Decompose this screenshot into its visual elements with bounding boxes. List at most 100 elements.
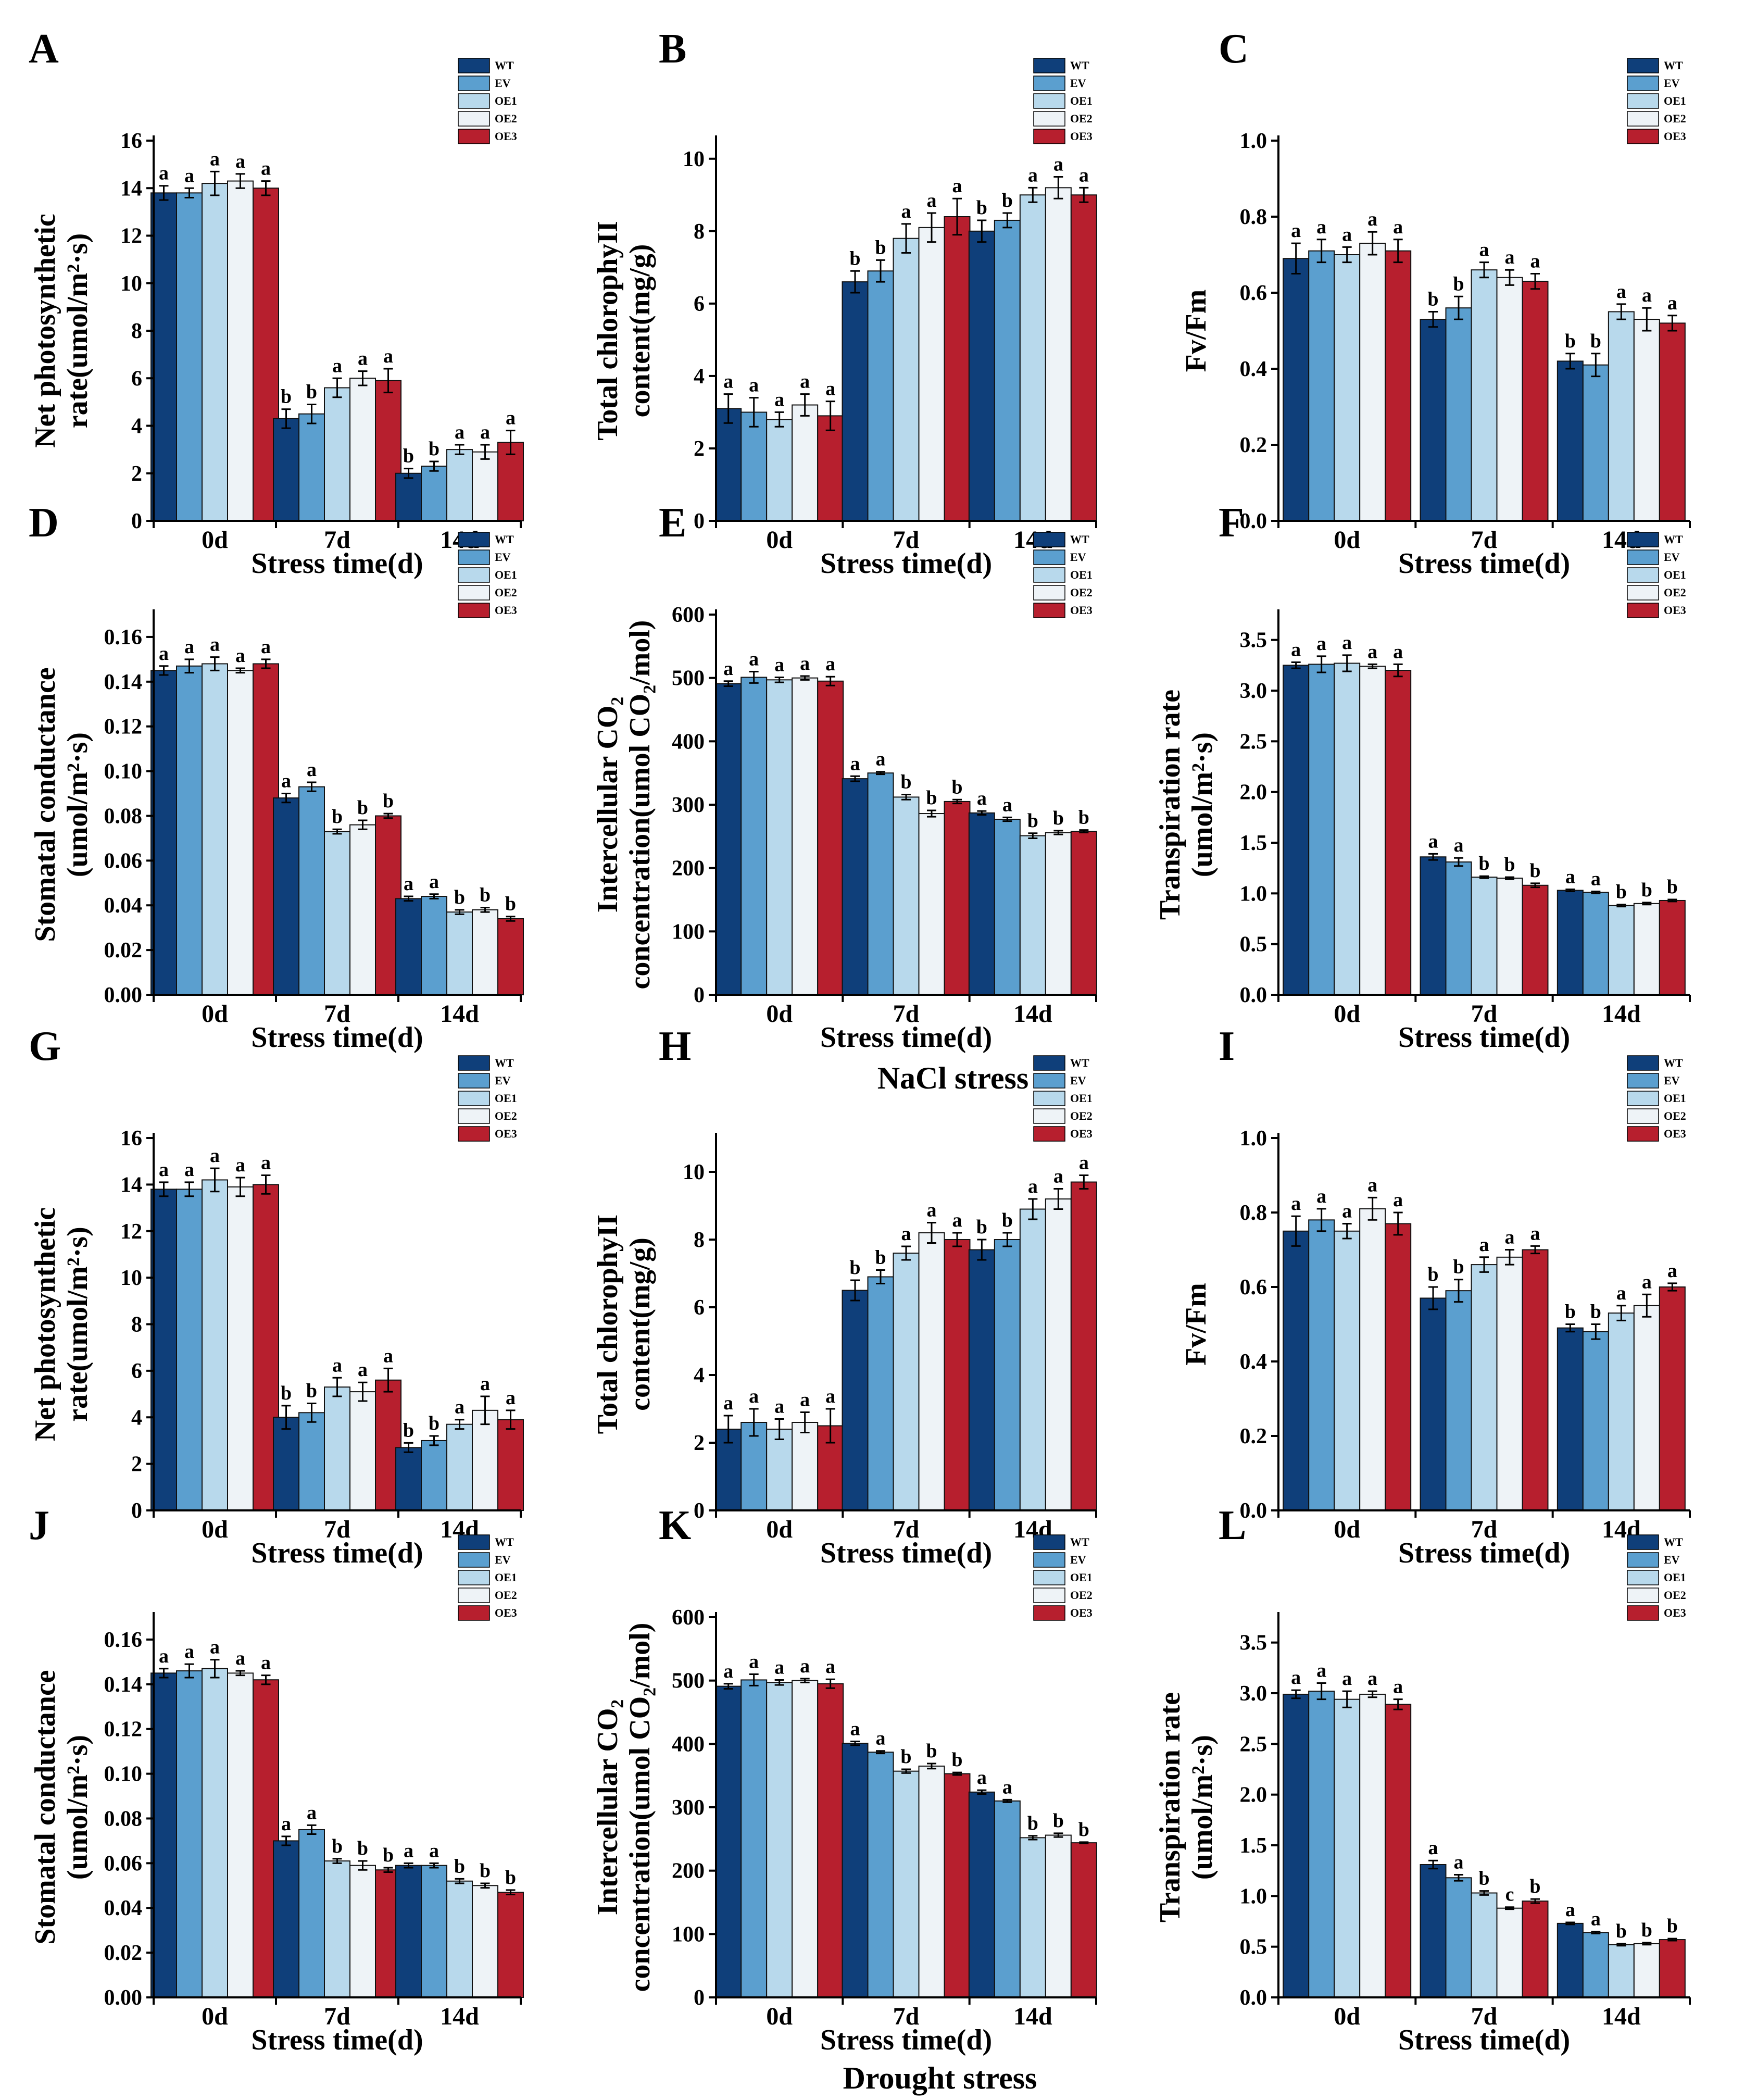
sig-letter-l-oe1-14d: b: [1616, 1920, 1627, 1942]
y-tick-label-d: 0.00: [104, 983, 143, 1007]
bar-j-oe1-0d: [202, 1668, 228, 1998]
error-bar-g-wt-0d: [159, 1181, 169, 1197]
y-axis-title-h-line2: content(mg/g): [624, 1238, 656, 1411]
error-bar-h-ev-7d: [876, 1269, 885, 1284]
bar-k-oe1-0d: [766, 1682, 793, 1998]
legend-swatch-f-wt: [1627, 532, 1659, 547]
sig-letter-g-oe2-14d: a: [480, 1373, 490, 1395]
x-axis-title-g: Stress time(d): [251, 1537, 423, 1569]
sig-letter-k-oe3-7d: b: [951, 1749, 962, 1771]
legend-label-a-oe3: OE3: [495, 130, 517, 143]
sig-letter-h-oe3-0d: a: [825, 1385, 835, 1407]
bar-b-ev-14d: [994, 219, 1021, 521]
error-bar-d-oe1-7d: [332, 828, 342, 835]
legend-label-i-ev: EV: [1664, 1074, 1680, 1087]
legend-label-i-wt: WT: [1664, 1056, 1683, 1069]
sig-letter-l-ev-7d: a: [1454, 1851, 1464, 1873]
bar-h-oe1-14d: [1019, 1208, 1046, 1511]
legend-label-f-ev: EV: [1664, 551, 1680, 564]
y-tick-label-c: 0.4: [1240, 357, 1267, 381]
error-bar-d-oe2-0d: [235, 667, 245, 674]
sig-letter-d-oe3-7d: b: [383, 790, 394, 812]
error-bar-e-ev-7d: [876, 771, 885, 776]
sig-letter-l-ev-14d: a: [1591, 1908, 1601, 1930]
bar-f-oe2-0d: [1359, 666, 1386, 995]
y-tick-label-k: 200: [672, 1859, 705, 1883]
legend-label-d-ev: EV: [495, 551, 511, 564]
y-tick-label-e: 200: [672, 857, 705, 881]
y-tick-label-h: 2: [694, 1431, 705, 1455]
error-bar-e-wt-7d: [850, 775, 860, 782]
bar-c-wt-0d: [1283, 258, 1310, 521]
sig-letter-c-oe2-0d: a: [1367, 208, 1377, 230]
bar-e-ev-14d: [994, 818, 1021, 995]
error-bar-i-oe2-7d: [1505, 1249, 1514, 1266]
bar-i-oe2-7d: [1496, 1256, 1523, 1511]
legend-label-a-wt: WT: [495, 59, 514, 72]
legend-swatch-i-wt: [1627, 1055, 1659, 1071]
bar-j-oe3-14d: [497, 1892, 524, 1998]
error-bar-l-ev-0d: [1316, 1682, 1326, 1701]
y-tick-label-d: 0.08: [104, 804, 143, 828]
y-tick-label-g: 12: [120, 1220, 142, 1244]
y-axis-title-d-line2: (umol/m²·s): [61, 732, 94, 877]
sig-letter-a-oe1-0d: a: [210, 148, 220, 170]
legend-swatch-k-oe3: [1033, 1605, 1065, 1621]
error-bar-j-oe2-7d: [358, 1860, 368, 1871]
sig-letter-j-wt-0d: a: [159, 1645, 169, 1667]
legend-swatch-h-oe2: [1033, 1108, 1065, 1124]
sig-letter-a-oe3-7d: a: [383, 345, 393, 367]
sig-letter-g-oe1-7d: a: [332, 1354, 342, 1376]
error-bar-b-ev-7d: [876, 259, 885, 283]
y-tick-label-d: 0.12: [104, 715, 143, 739]
bar-c-ev-0d: [1308, 250, 1335, 521]
error-bar-f-oe2-0d: [1367, 663, 1377, 669]
error-bar-f-oe3-0d: [1393, 663, 1403, 678]
legend-label-l-oe2: OE2: [1664, 1589, 1686, 1602]
sig-letter-k-ev-0d: a: [749, 1651, 759, 1673]
legend-swatch-a-oe1: [458, 93, 490, 109]
legend-swatch-d-wt: [458, 532, 490, 547]
y-tick-label-c: 0.6: [1240, 281, 1267, 305]
panel-letter-k: K: [659, 1503, 691, 1548]
sig-letter-k-oe1-0d: a: [774, 1656, 784, 1678]
y-tick-label-b: 2: [694, 437, 705, 461]
y-axis-title-h-line1: Total chlorophyII: [592, 1215, 624, 1434]
bar-c-ev-7d: [1445, 307, 1472, 521]
sig-letter-c-oe1-7d: a: [1479, 239, 1489, 261]
error-bar-e-oe3-0d: [825, 676, 835, 686]
sig-letter-j-oe3-14d: b: [505, 1867, 516, 1889]
y-tick-label-k: 600: [672, 1606, 705, 1630]
bar-b-oe3-0d: [817, 415, 844, 522]
legend-swatch-d-oe2: [458, 585, 490, 601]
error-bar-i-ev-14d: [1591, 1323, 1601, 1340]
y-axis-title-c-line1: Fv/Fm: [1180, 290, 1212, 372]
bar-l-oe3-14d: [1659, 1939, 1686, 1998]
y-tick-label-a: 4: [131, 415, 142, 439]
bar-h-oe1-0d: [766, 1429, 793, 1511]
y-tick-label-e: 100: [672, 920, 705, 944]
sig-letter-e-wt-14d: a: [977, 788, 987, 809]
bar-b-wt-14d: [968, 230, 995, 521]
legend-swatch-j-oe1: [458, 1570, 490, 1585]
sig-letter-c-ev-14d: b: [1590, 330, 1601, 352]
sig-letter-k-oe3-0d: a: [825, 1656, 835, 1678]
legend-swatch-c-oe1: [1627, 93, 1659, 109]
x-axis-title-e: Stress time(d): [820, 1021, 992, 1054]
y-axis-title-g-line1: Net photosynthetic: [29, 1207, 61, 1442]
legend-swatch-l-oe2: [1627, 1588, 1659, 1603]
sig-letter-j-wt-7d: a: [281, 1813, 291, 1835]
category-label-d-7d: 7d: [324, 1000, 350, 1028]
y-tick-label-h: 0: [694, 1499, 705, 1523]
error-bar-i-ev-0d: [1316, 1208, 1326, 1232]
error-bar-i-oe1-0d: [1342, 1222, 1352, 1240]
sig-letter-k-oe1-7d: b: [900, 1746, 911, 1768]
bar-l-oe1-14d: [1608, 1944, 1635, 1998]
y-axis-title-d-line1: Stomatal conductance: [29, 667, 61, 942]
error-bar-k-ev-7d: [876, 1750, 885, 1755]
sig-letter-a-oe3-14d: a: [506, 407, 516, 429]
sig-letter-c-oe3-14d: a: [1667, 292, 1677, 314]
bar-a-ev-0d: [176, 192, 203, 521]
legend-swatch-i-ev: [1627, 1073, 1659, 1089]
